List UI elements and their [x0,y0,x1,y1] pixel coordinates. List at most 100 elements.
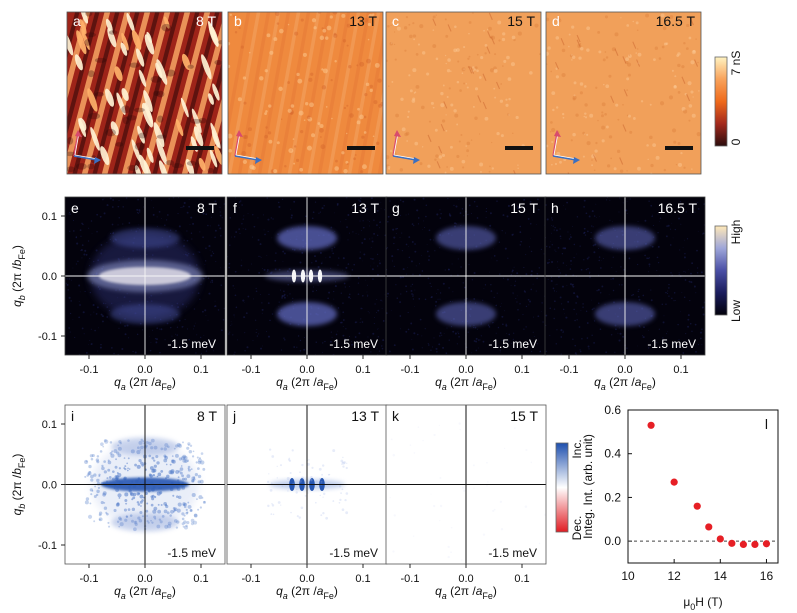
difference-noise [104,439,109,444]
surface-texture [322,68,328,74]
surface-texture [389,42,394,46]
fft-noise [445,352,448,355]
colorbar [714,225,728,316]
difference-noise [392,550,395,553]
fft-noise [197,292,200,295]
chart-point-3 [705,523,713,531]
vortex-spot [138,69,147,87]
difference-noise [197,474,202,479]
fft-noise [376,328,378,330]
difference-noise [290,511,292,514]
surface-texture [468,55,471,58]
fft-noise [650,245,652,247]
fft-noise [106,316,109,318]
difference-noise [186,446,190,450]
surface-texture [420,105,425,110]
difference-noise [96,455,100,458]
fft-noise [695,292,697,294]
fft-noise [220,235,222,237]
surface-texture [554,162,558,166]
difference-noise [197,458,202,463]
difference-noise [473,487,475,489]
fft-noise [489,227,491,229]
fft-noise [94,329,96,332]
surface-texture [346,163,349,165]
fft-noise [239,200,242,202]
difference-noise [280,504,282,506]
surface-texture [502,32,506,36]
fft-noise [293,346,296,348]
fft-noise [530,273,533,276]
axis-label-part: ) [493,375,497,389]
difference-noise [438,424,440,427]
difference-noise [87,514,93,519]
fft-noise [360,307,363,310]
fft-noise [208,245,211,248]
fft-noise [539,350,541,353]
coordinate-arrow-outline [74,132,80,156]
fft-noise [454,332,457,335]
fft-noise [435,300,438,303]
surface-texture [342,39,347,43]
difference-noise [487,480,489,483]
fft-noise [90,314,92,316]
fft-noise [338,257,340,259]
fft-noise [456,343,458,345]
fft-noise [602,258,604,260]
surface-texture [608,74,612,78]
surface-texture [460,133,463,136]
fft-noise [656,269,658,272]
fft-noise [611,267,613,268]
surface-texture [632,117,636,120]
difference-noise [412,535,415,537]
fft-noise [345,271,347,273]
surface-texture [363,115,367,119]
fft-noise [215,261,217,263]
fft-noise [501,339,503,342]
coordinate-arrow-outline [553,132,559,156]
surface-texture [635,21,639,25]
fft-noise [290,216,293,219]
fft-noise [261,312,263,314]
surface-texture [447,58,451,62]
fft-noise [381,345,383,347]
fft-noise [685,211,688,213]
fft-noise [186,306,188,308]
fft-noise [349,293,351,296]
surface-texture [661,45,665,49]
surface-texture [625,57,629,61]
surface-texture [486,28,489,31]
fft-noise [566,265,567,266]
surface-texture [240,45,244,49]
fft-noise [530,288,533,291]
fft-noise [507,257,509,259]
surface-texture [331,117,333,120]
surface-texture [386,164,390,168]
surface-texture [456,154,460,159]
fft-noise [673,291,676,294]
difference-noise [267,504,270,508]
fft-noise [569,283,572,286]
fft-noise [411,240,414,243]
fft-noise [381,300,383,302]
fft-noise [369,238,371,240]
fft-noise [493,296,495,298]
fft-noise [480,335,482,337]
difference-noise [98,513,102,517]
coordinate-arrow-head [394,130,401,137]
fft-noise [315,289,318,292]
difference-noise [538,542,541,545]
fft-noise [235,306,238,309]
fft-noise [512,292,514,294]
fft-noise [594,243,597,246]
difference-noise [202,500,206,504]
fft-noise [197,251,199,253]
fft-noise [212,252,215,255]
fft-noise [266,331,268,333]
fft-noise [598,302,600,304]
fft-noise [238,201,241,203]
fft-noise [188,205,191,208]
surface-texture [584,116,588,119]
fft-noise [202,236,204,239]
fft-noise [204,210,205,212]
